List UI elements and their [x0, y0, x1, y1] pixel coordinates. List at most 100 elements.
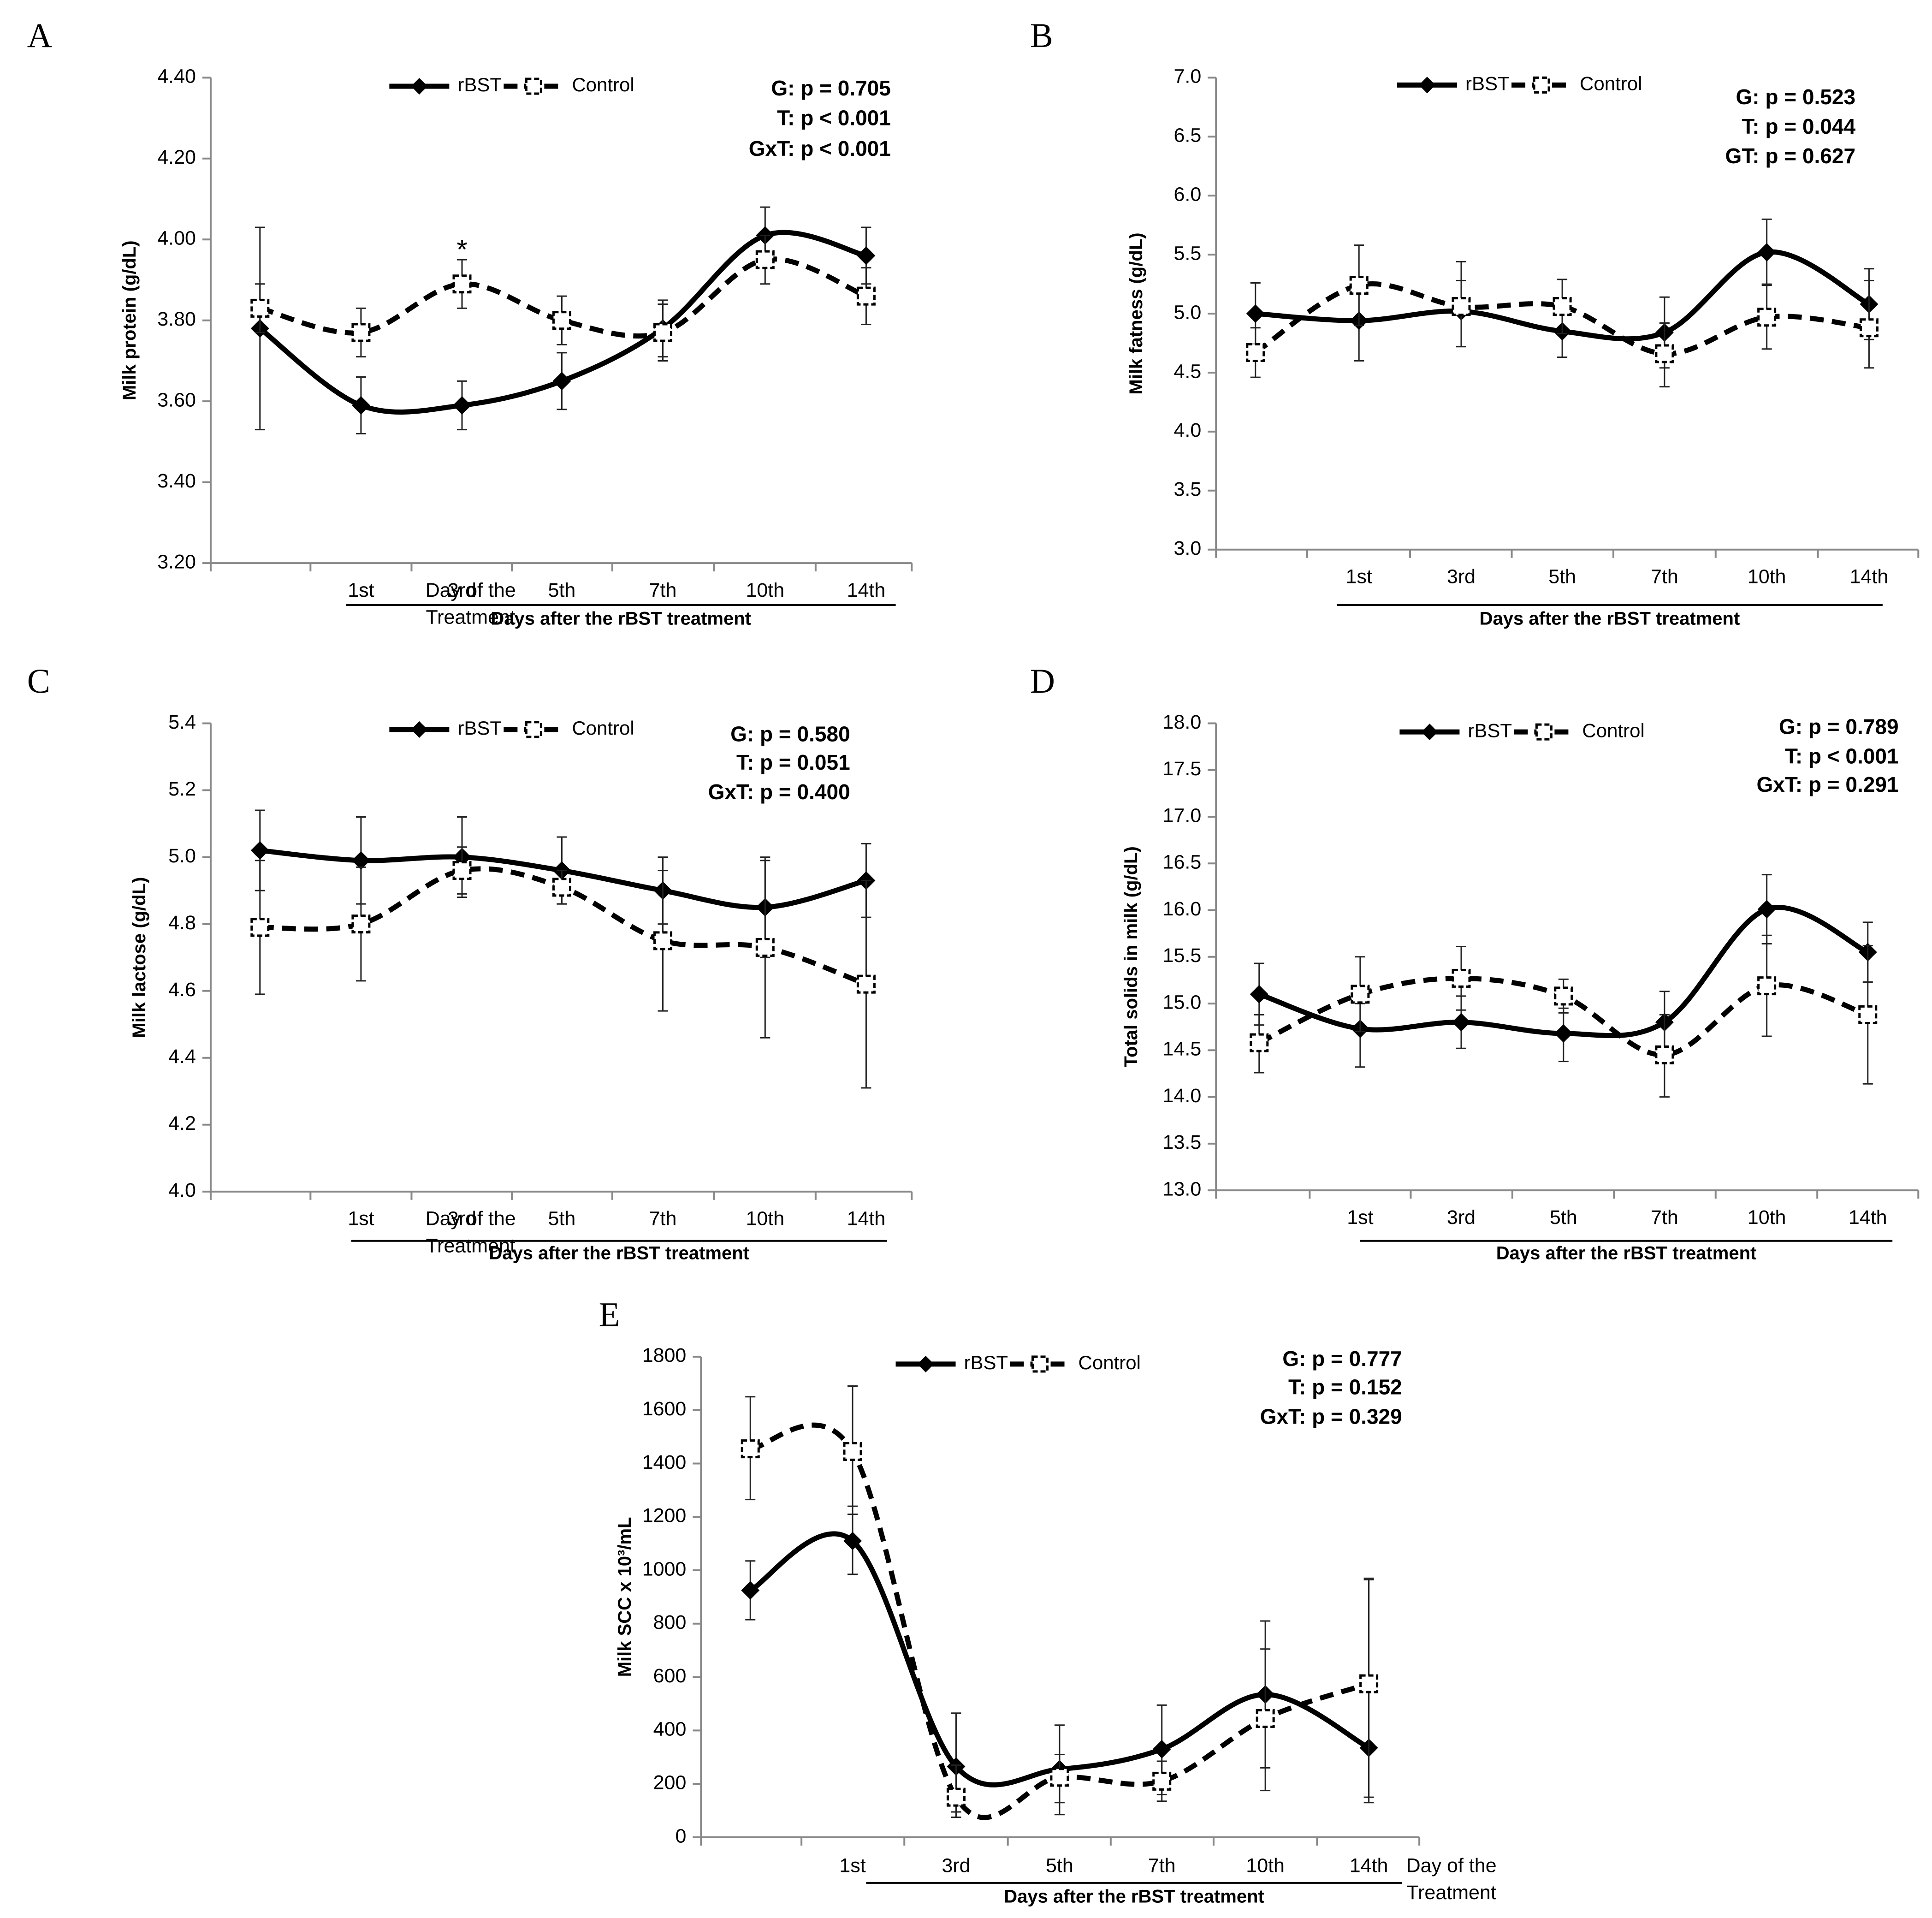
y-tick-label: 14.5 — [1163, 1038, 1202, 1060]
legend-marker-rbst — [1421, 724, 1438, 741]
x-category-label: 1st — [1347, 1206, 1373, 1229]
x-axis-title: Days after the rBST treatment — [1004, 1886, 1264, 1906]
y-axis-title: Milk SCC x 10³/mL — [615, 1517, 635, 1677]
y-tick-label: 200 — [653, 1772, 687, 1794]
data-point-control — [1452, 297, 1471, 316]
legend-label-control: Control — [572, 74, 634, 95]
data-point-control — [1256, 1709, 1275, 1728]
x-category-label: 1st — [839, 1854, 865, 1876]
chart-panel-e: E 0 200 400 600 800 1000 1200 1400 1600 1800 Day of… — [599, 1296, 1497, 1907]
y-tick-label: 3.20 — [157, 551, 196, 573]
chart-panel-a: A 3.20 3.40 3.60 3.80 4.00 4.20 4.40 Day of the T… — [27, 17, 913, 629]
stat-line: GT: p = 0.627 — [1725, 144, 1856, 168]
y-axis-title: Milk lactose (g/dL) — [129, 877, 149, 1038]
data-point-rbst — [1152, 1740, 1171, 1758]
y-tick-label: 3.40 — [157, 470, 196, 492]
stat-line: T: p = 0.051 — [736, 750, 850, 774]
y-tick-label: 3.80 — [157, 308, 196, 330]
legend-marker-rbst — [411, 721, 428, 738]
x-category-label: 3rd — [448, 1208, 476, 1230]
x-axis-title: Days after the rBST treatment — [491, 609, 751, 629]
legend-label-rbst: rBST — [1465, 72, 1510, 94]
x-category-label: 14th — [847, 579, 886, 601]
legend: rBST Control — [895, 1352, 1141, 1373]
data-point-rbst — [741, 1581, 760, 1600]
y-tick-label: 600 — [653, 1665, 687, 1687]
x-category-label: 14th — [1849, 1206, 1887, 1229]
x-category-label: 7th — [1148, 1854, 1176, 1876]
y-tick-label: 15.0 — [1163, 991, 1202, 1013]
data-point-control — [1655, 344, 1674, 363]
stat-line: G: p = 0.580 — [730, 722, 850, 746]
y-axis-title: Milk protein (g/dL) — [119, 240, 140, 400]
legend-marker-rbst — [1419, 77, 1436, 94]
panel-letter: C — [27, 662, 50, 701]
legend-marker-control — [525, 77, 542, 95]
y-tick-label: 5.0 — [168, 845, 196, 867]
stat-line: T: p = 0.044 — [1742, 114, 1855, 138]
y-tick-label: 4.8 — [168, 912, 196, 934]
data-point-control — [552, 311, 571, 330]
y-tick-label: 3.5 — [1173, 478, 1201, 500]
data-point-control — [351, 914, 371, 934]
data-point-control — [856, 974, 876, 994]
x-category-label: 5th — [548, 579, 576, 601]
data-point-control — [1859, 318, 1879, 338]
x-category-label: Treatment — [426, 606, 516, 629]
y-tick-label: 17.0 — [1163, 804, 1202, 826]
stat-line: T: p < 0.001 — [777, 106, 891, 130]
y-tick-label: 4.40 — [157, 65, 196, 88]
data-point-control — [1250, 1033, 1269, 1052]
legend-marker-control — [525, 721, 542, 738]
data-point-control — [552, 878, 571, 897]
panel-letter: A — [27, 17, 52, 55]
legend: rBST Control — [389, 717, 634, 739]
data-point-control — [1246, 343, 1265, 362]
stat-line: G: p = 0.523 — [1736, 85, 1856, 109]
data-point-control — [653, 323, 673, 342]
y-tick-label: 400 — [653, 1718, 687, 1740]
legend: rBST Control — [1399, 719, 1645, 741]
y-tick-label: 4.0 — [168, 1179, 196, 1201]
data-point-control — [1152, 1771, 1172, 1791]
y-tick-label: 1200 — [642, 1505, 687, 1527]
data-point-control — [1757, 308, 1777, 327]
y-tick-label: 4.0 — [1173, 419, 1201, 441]
data-point-control — [250, 298, 270, 318]
y-tick-label: 4.5 — [1173, 360, 1201, 382]
data-point-control — [1359, 1674, 1379, 1693]
x-category-label: 7th — [649, 579, 677, 601]
legend-label-rbst: rBST — [457, 74, 502, 95]
data-point-rbst — [1554, 1024, 1573, 1043]
y-tick-label: 6.0 — [1173, 184, 1201, 206]
y-tick-label: 3.60 — [157, 389, 196, 411]
chart-panel-c: C 4.0 4.2 4.4 4.6 4.8 5.0 5.2 5.4 Day of the Treat… — [27, 662, 913, 1264]
data-point-control — [1452, 968, 1471, 988]
data-point-control — [1351, 985, 1370, 1004]
stat-line: GxT: p < 0.001 — [749, 137, 891, 160]
x-category-label: 3rd — [1447, 1206, 1476, 1229]
panel-letter: D — [1030, 662, 1055, 701]
x-category-label: 1st — [348, 1208, 374, 1230]
data-point-control — [653, 931, 673, 950]
stat-line: G: p = 0.705 — [771, 76, 891, 100]
y-tick-label: 1000 — [642, 1558, 687, 1580]
data-point-control — [1858, 1005, 1878, 1024]
series-control — [1250, 934, 1878, 1098]
panel-letter: E — [599, 1296, 620, 1334]
data-point-control — [452, 861, 472, 880]
y-tick-label: 0 — [675, 1825, 686, 1847]
legend-label-control: Control — [1582, 719, 1644, 741]
data-point-control — [755, 250, 775, 269]
y-tick-label: 7.0 — [1173, 65, 1201, 88]
data-point-control — [1553, 297, 1572, 316]
x-category-label: Day of the — [426, 579, 516, 601]
stat-line: GxT: p = 0.329 — [1260, 1405, 1402, 1429]
data-point-control — [843, 1442, 862, 1461]
chart-panel-d: D 13.0 13.5 14.0 14.5 15.0 15.5 16.0 16.5 17.0 17.… — [1030, 662, 1920, 1264]
data-point-rbst — [843, 1532, 862, 1550]
y-tick-label: 18.0 — [1163, 711, 1202, 733]
x-category-label: 14th — [1850, 566, 1889, 588]
x-category-label: 10th — [1246, 1854, 1285, 1876]
x-category-label: 1st — [1346, 566, 1372, 588]
